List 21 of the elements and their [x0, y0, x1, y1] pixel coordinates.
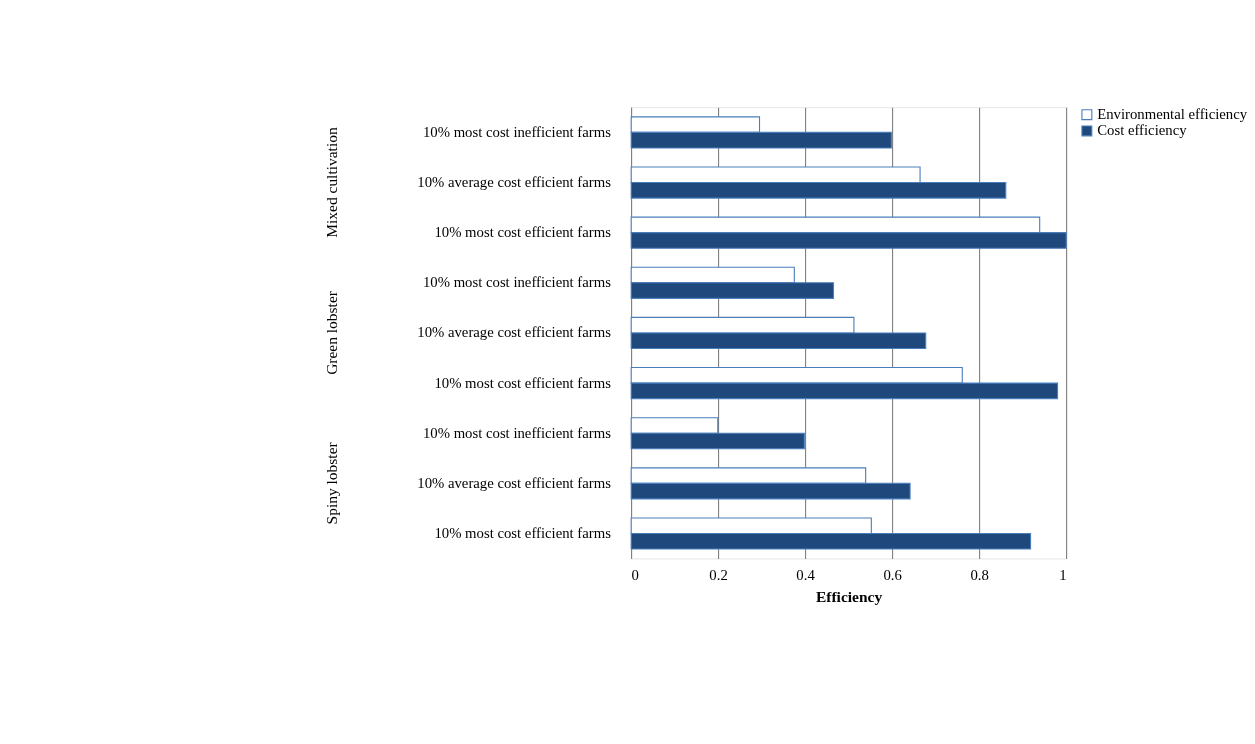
y-tick-label: 10% most cost inefficient farms	[422, 424, 612, 441]
y-tick-label: 10% average cost efficient farms	[417, 324, 612, 341]
y-tick-label: 10% most cost efficient farms	[434, 224, 612, 241]
x-tick-label: 0.8	[970, 566, 989, 583]
legend-label: Cost efficiency	[1097, 122, 1188, 139]
x-tick-label: 0.6	[883, 566, 902, 583]
y-tick-label: 10% most cost efficient farms	[434, 524, 612, 541]
x-tick-label: 0	[631, 566, 639, 583]
x-tick-label: 0.2	[709, 566, 728, 583]
y-tick-label: 10% most cost inefficient farms	[422, 123, 612, 140]
x-tick-label: 0.4	[796, 566, 816, 583]
text: Mixed cultivation	[322, 127, 340, 238]
y-tick-label: 10% average cost efficient farms	[417, 173, 612, 190]
text: Spiny lobster	[322, 441, 340, 525]
x-axis-title: Efficiency	[816, 588, 883, 606]
x-tick-label: 1	[1059, 566, 1067, 583]
y-tick-label: 10% average cost efficient farms	[417, 474, 612, 491]
text: Green lobster	[322, 290, 340, 375]
legend-label: Environmental efficiency	[1097, 106, 1248, 123]
y-tick-label: 10% most cost efficient farms	[434, 374, 612, 391]
y-tick-label: 10% most cost inefficient farms	[422, 274, 612, 291]
